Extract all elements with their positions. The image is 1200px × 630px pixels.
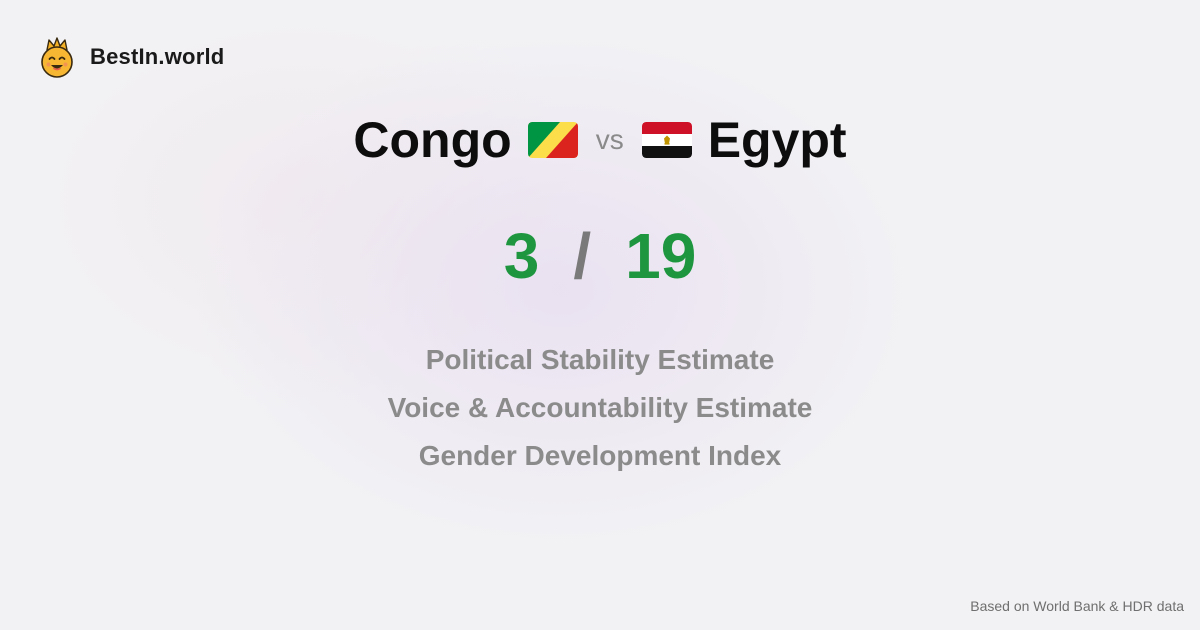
- score-right: 19: [625, 220, 697, 292]
- metric-list: Political Stability Estimate Voice & Acc…: [0, 336, 1200, 480]
- crowned-smiley-icon: [41, 37, 73, 78]
- country-left-name: Congo: [353, 112, 512, 168]
- country-right-name: Egypt: [707, 112, 847, 168]
- brand-name: BestIn.world: [90, 44, 225, 69]
- score: 3 / 19: [0, 218, 1200, 294]
- metric-item: Voice & Accountability Estimate: [387, 392, 813, 423]
- metric-item: Gender Development Index: [418, 440, 782, 471]
- congo-flag-icon: [527, 122, 578, 158]
- comparison-title: Congo vs Egypt: [0, 108, 1200, 172]
- vs-label: vs: [595, 124, 624, 155]
- score-separator: /: [573, 220, 592, 292]
- egypt-flag-icon: [641, 122, 692, 158]
- score-left: 3: [503, 220, 540, 292]
- source-note: Based on World Bank & HDR data: [970, 598, 1184, 614]
- metric-item: Political Stability Estimate: [425, 344, 775, 375]
- brand[interactable]: BestIn.world: [38, 36, 224, 78]
